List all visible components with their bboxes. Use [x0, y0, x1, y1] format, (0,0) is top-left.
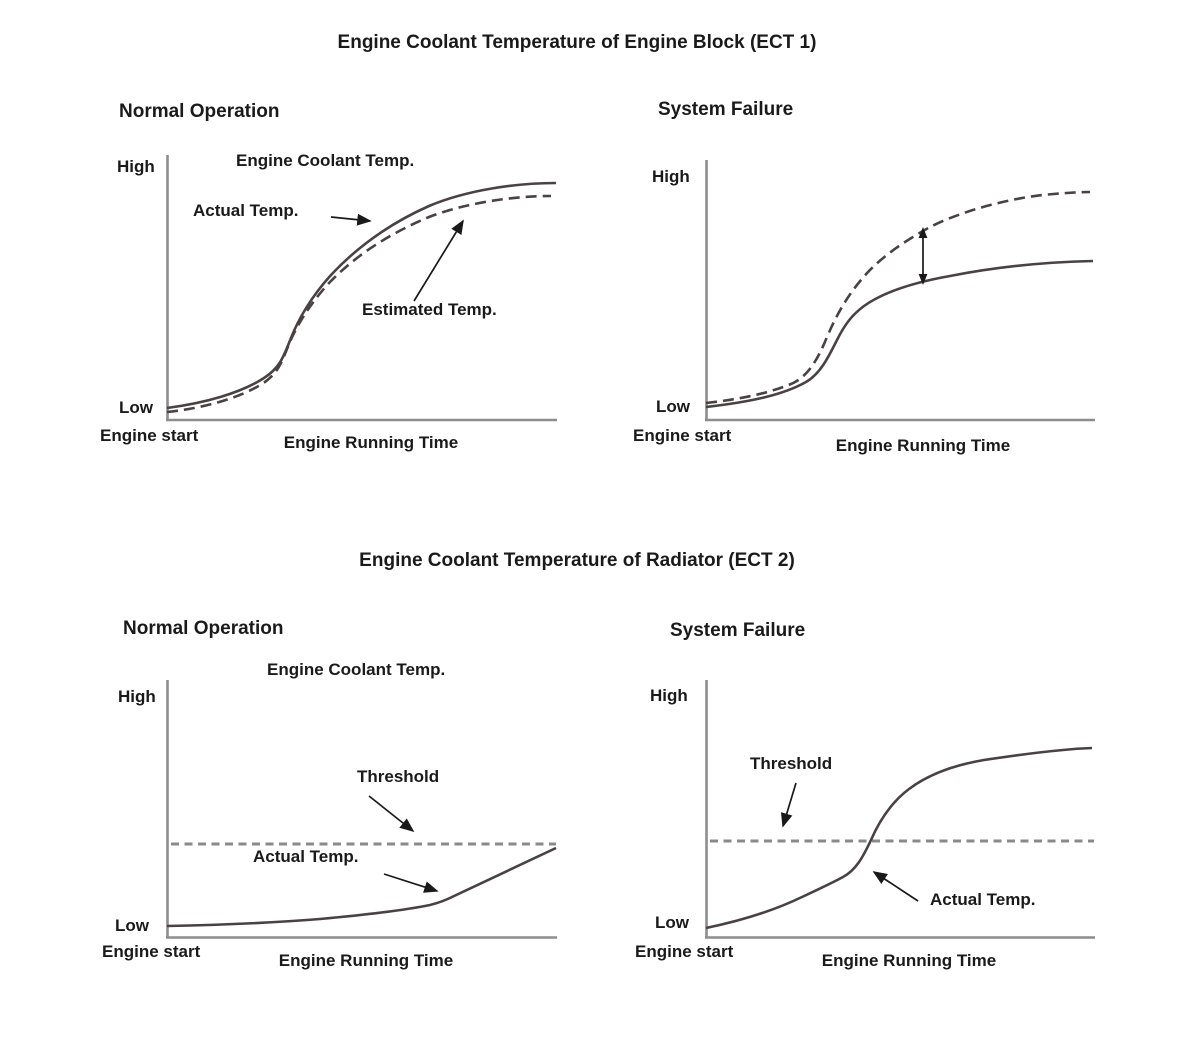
ect2-normal-chart-label: Engine Coolant Temp.: [267, 660, 446, 679]
ect1-failure-heading: System Failure: [658, 99, 794, 120]
ect1-normal-estimated-temp-label: Estimated Temp.: [362, 300, 497, 319]
ect2-failure-y-high-label: High: [650, 686, 688, 705]
ect1-normal-chart-label: Engine Coolant Temp.: [236, 151, 415, 170]
actual-temp-curve: [705, 259, 1094, 409]
actual-temp-curve: [166, 846, 557, 928]
ect1-normal-engine-start-label: Engine start: [100, 426, 199, 445]
threshold-arrow: [780, 782, 797, 828]
ect2-failure-y-low-label: Low: [655, 913, 689, 932]
actual-temp-arrow: [383, 873, 439, 893]
ect1-failure-x-axis-title: Engine Running Time: [835, 436, 1011, 455]
ect2-failure-engine-start-label: Engine start: [635, 942, 734, 961]
ect1-failure-y-high-label: High: [652, 167, 690, 186]
ect1-section-title: Engine Coolant Temperature of Engine Blo…: [337, 32, 817, 53]
ect2-section-title: Engine Coolant Temperature of Radiator (…: [359, 550, 795, 571]
ect2-normal-threshold-label: Threshold: [357, 767, 440, 786]
ect1-normal-plot: [166, 155, 557, 422]
estimated-temp-curve: [166, 194, 552, 414]
estimated-temp-arrow: [413, 219, 464, 302]
ect1-normal-x-axis-title: Engine Running Time: [283, 433, 459, 452]
ect1-normal-heading: Normal Operation: [119, 101, 280, 122]
ect1-normal-y-low-label: Low: [119, 398, 153, 417]
actual-temp-arrow: [330, 213, 372, 226]
ect2-normal-y-high-label: High: [118, 687, 156, 706]
ect2-failure-actual-temp-label: Actual Temp.: [930, 890, 1036, 909]
ect2-failure-x-axis-title: Engine Running Time: [821, 951, 997, 970]
ect2-normal-plot: [166, 680, 557, 939]
ect2-normal-x-axis-title: Engine Running Time: [278, 951, 454, 970]
temp-gap-arrow-top-head: [918, 227, 928, 238]
ect2-normal-y-low-label: Low: [115, 916, 149, 935]
threshold-arrow: [368, 795, 415, 833]
ect1-failure-engine-start-label: Engine start: [633, 426, 732, 445]
actual-temp-arrow: [872, 871, 919, 902]
actual-temp-curve: [705, 746, 1093, 930]
ect2-normal-actual-temp-label: Actual Temp.: [253, 847, 359, 866]
ect1-normal-y-high-label: High: [117, 157, 155, 176]
ect2-failure-threshold-label: Threshold: [750, 754, 833, 773]
estimated-temp-curve: [705, 190, 1091, 405]
ect2-failure-heading: System Failure: [670, 620, 806, 641]
ect2-normal-heading: Normal Operation: [123, 618, 284, 639]
ect1-failure-plot: [705, 160, 1095, 422]
ect2-normal-engine-start-label: Engine start: [102, 942, 201, 961]
actual-temp-curve: [166, 181, 557, 410]
temp-gap-arrow-bottom-head: [918, 274, 928, 285]
ect2-failure-plot: [705, 680, 1095, 939]
ect1-normal-actual-temp-label: Actual Temp.: [193, 201, 299, 220]
ect1-failure-y-low-label: Low: [656, 397, 690, 416]
